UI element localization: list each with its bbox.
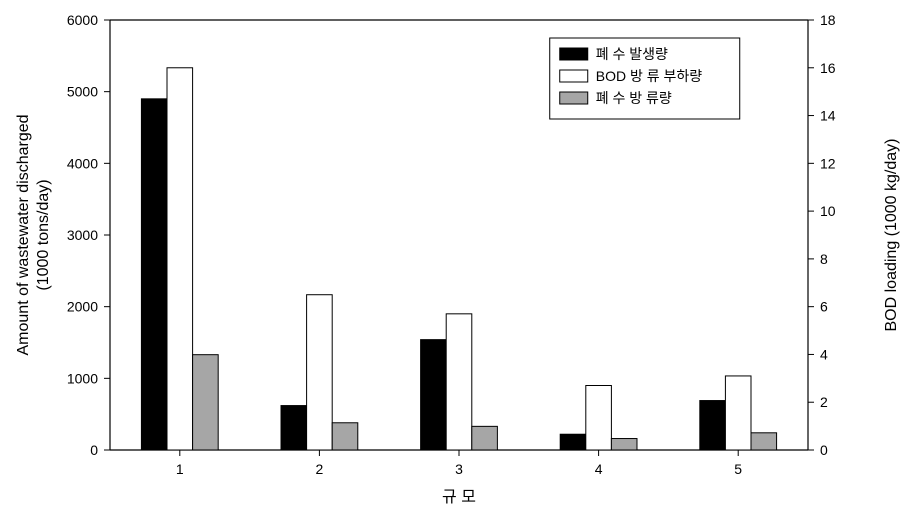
right-tick-label: 10: [820, 203, 836, 219]
bar: [446, 314, 472, 450]
x-tick-label: 5: [734, 461, 742, 477]
right-axis-label: BOD loading (1000 kg/day): [883, 139, 900, 332]
bar: [141, 99, 167, 450]
right-tick-label: 18: [820, 12, 836, 28]
x-tick-label: 3: [455, 461, 463, 477]
left-tick-label: 2000: [67, 299, 98, 315]
right-tick-label: 6: [820, 299, 828, 315]
left-tick-label: 3000: [67, 227, 98, 243]
right-tick-label: 2: [820, 394, 828, 410]
bar: [332, 423, 358, 450]
legend-swatch: [560, 48, 588, 60]
chart-svg: 0100020003000400050006000024681012141618…: [0, 0, 918, 520]
right-tick-label: 0: [820, 442, 828, 458]
bar: [751, 433, 777, 450]
bar: [611, 439, 637, 450]
left-axis-label-1: Amount of wastewater discharged: [15, 114, 32, 355]
bar: [193, 355, 219, 450]
bar: [281, 406, 307, 450]
bar: [472, 426, 498, 450]
right-tick-label: 16: [820, 60, 836, 76]
x-axis-label: 규 모: [442, 489, 476, 506]
bar: [167, 68, 193, 450]
right-tick-label: 14: [820, 108, 836, 124]
legend-label: 폐 수 발생량: [596, 46, 668, 62]
bar: [700, 401, 726, 450]
legend-label: BOD 방 류 부하량: [596, 68, 703, 84]
bar: [586, 386, 612, 451]
x-tick-label: 2: [316, 461, 324, 477]
wastewater-chart: 0100020003000400050006000024681012141618…: [0, 0, 918, 520]
legend-swatch: [560, 92, 588, 104]
bar: [560, 434, 586, 450]
right-tick-label: 4: [820, 346, 828, 362]
legend-swatch: [560, 70, 588, 82]
left-tick-label: 1000: [67, 370, 98, 386]
left-tick-label: 6000: [67, 12, 98, 28]
bar: [421, 340, 447, 450]
bar: [307, 295, 333, 450]
left-tick-label: 4000: [67, 155, 98, 171]
x-tick-label: 1: [176, 461, 184, 477]
right-tick-label: 12: [820, 155, 836, 171]
left-tick-label: 0: [90, 442, 98, 458]
left-tick-label: 5000: [67, 84, 98, 100]
left-axis-label-2: (1000 tons/day): [35, 179, 52, 290]
x-tick-label: 4: [595, 461, 603, 477]
bar: [725, 376, 751, 450]
legend-label: 폐 수 방 류량: [596, 90, 672, 106]
right-tick-label: 8: [820, 251, 828, 267]
